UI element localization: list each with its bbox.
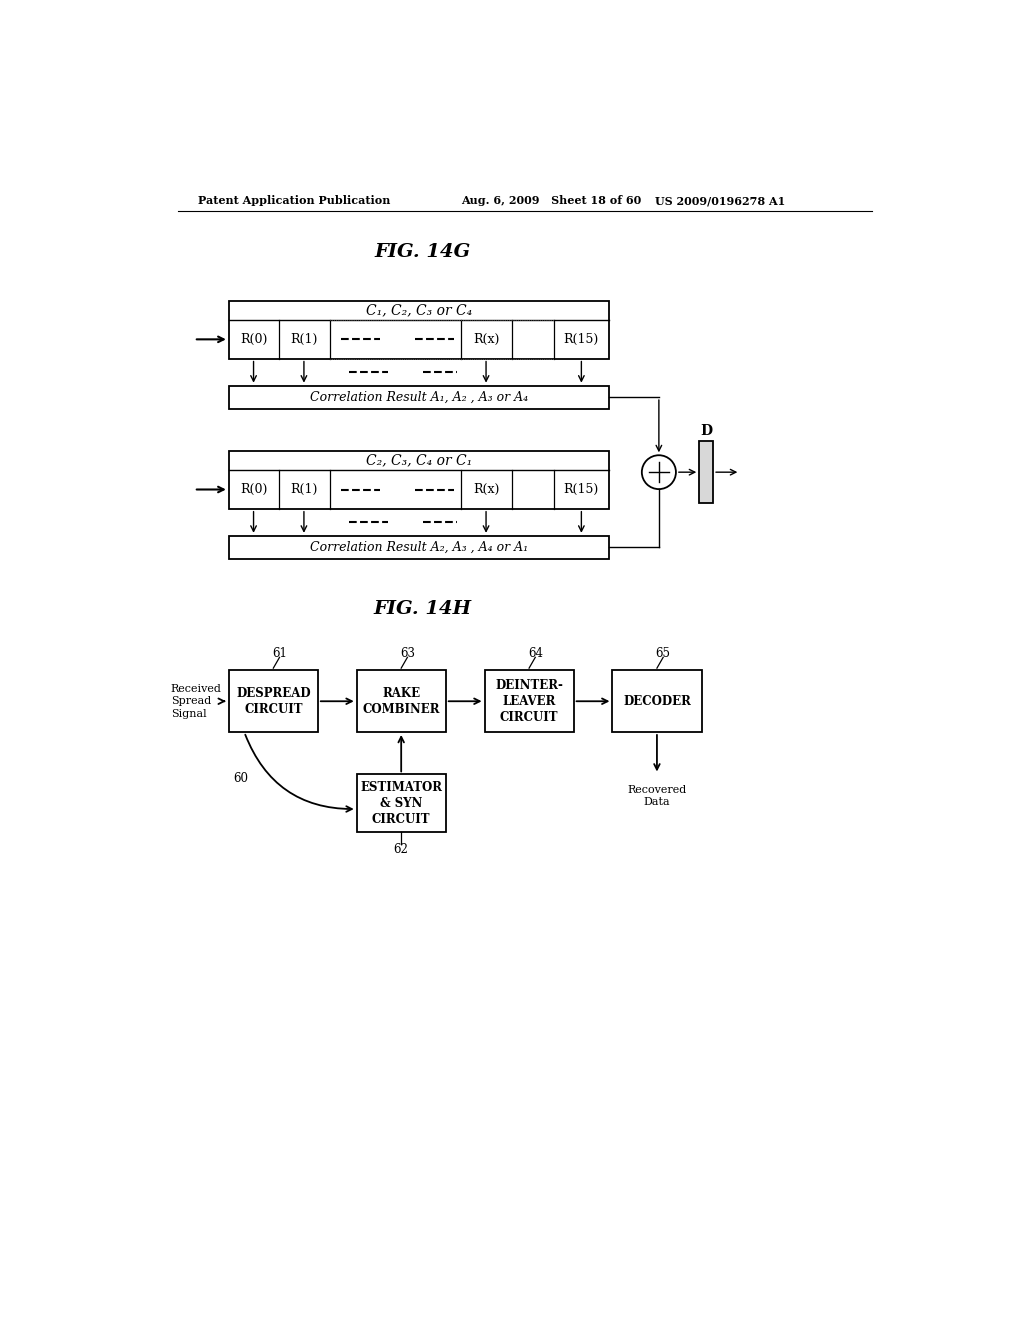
Text: Received
Spread
Signal: Received Spread Signal — [171, 684, 221, 718]
Text: ESTIMATOR
& SYN
CIRCUIT: ESTIMATOR & SYN CIRCUIT — [360, 780, 442, 826]
Text: R(1): R(1) — [291, 483, 318, 496]
Text: 64: 64 — [527, 647, 543, 660]
Bar — [356, 671, 445, 733]
Bar — [228, 301, 608, 359]
Text: R(0): R(0) — [241, 483, 267, 496]
Text: 62: 62 — [394, 842, 409, 855]
Text: D: D — [700, 424, 713, 438]
Text: Recovered
Data: Recovered Data — [628, 785, 686, 807]
Text: FIG. 14H: FIG. 14H — [374, 599, 471, 618]
Text: R(x): R(x) — [473, 333, 500, 346]
Text: 63: 63 — [400, 647, 415, 660]
Bar — [699, 441, 713, 503]
Bar — [356, 775, 445, 832]
Text: C₁, C₂, C₃ or C₄: C₁, C₂, C₃ or C₄ — [366, 304, 472, 318]
Text: 60: 60 — [232, 772, 248, 785]
Bar — [228, 451, 608, 508]
Text: Correlation Result A₁, A₂ , A₃ or A₄: Correlation Result A₁, A₂ , A₃ or A₄ — [309, 391, 527, 404]
Text: US 2009/0196278 A1: US 2009/0196278 A1 — [655, 195, 785, 206]
Text: DESPREAD
CIRCUIT: DESPREAD CIRCUIT — [236, 686, 310, 715]
Text: 65: 65 — [655, 647, 671, 660]
Text: RAKE
COMBINER: RAKE COMBINER — [362, 686, 440, 715]
Text: R(1): R(1) — [291, 333, 318, 346]
Text: Correlation Result A₂, A₃ , A₄ or A₁: Correlation Result A₂, A₃ , A₄ or A₁ — [309, 541, 527, 554]
Text: Aug. 6, 2009   Sheet 18 of 60: Aug. 6, 2009 Sheet 18 of 60 — [461, 195, 641, 206]
Text: C₂, C₃, C₄ or C₁: C₂, C₃, C₄ or C₁ — [366, 454, 472, 467]
Text: R(15): R(15) — [564, 333, 599, 346]
Text: R(0): R(0) — [241, 333, 267, 346]
Text: DEINTER-
LEAVER
CIRCUIT: DEINTER- LEAVER CIRCUIT — [496, 678, 563, 723]
Bar — [228, 536, 608, 558]
Bar — [228, 671, 317, 733]
Text: 61: 61 — [272, 647, 287, 660]
Text: DECODER: DECODER — [623, 694, 691, 708]
Text: R(15): R(15) — [564, 483, 599, 496]
Text: Patent Application Publication: Patent Application Publication — [198, 195, 390, 206]
Text: FIG. 14G: FIG. 14G — [375, 243, 471, 261]
Bar — [612, 671, 701, 733]
Bar — [484, 671, 573, 733]
Bar — [228, 385, 608, 409]
Text: R(x): R(x) — [473, 483, 500, 496]
